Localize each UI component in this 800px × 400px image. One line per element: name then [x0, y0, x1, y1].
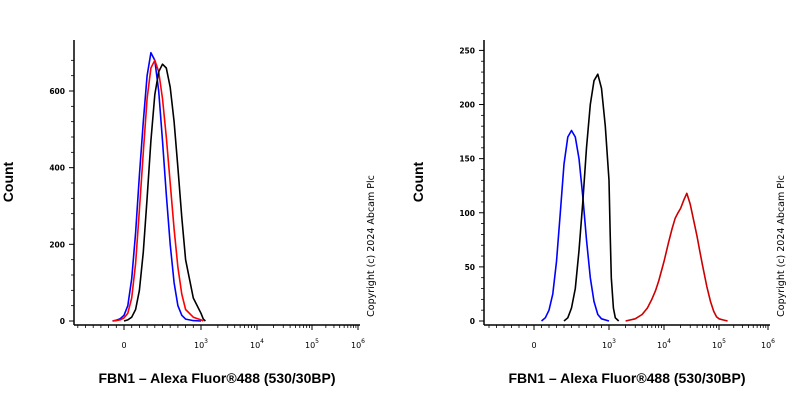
y-ticks-right: 0 50 100 150 200 250: [459, 46, 484, 326]
series-line-2: [625, 192, 728, 322]
y-tick-label: 50: [465, 263, 475, 272]
y-axis-title-left: Count: [0, 161, 16, 202]
x-tick-label: 105: [712, 338, 726, 350]
y-tick-label: 400: [49, 164, 65, 173]
chart-right: 0 50 100 150 200 250 0 103 104 105 106 Count FBN1…: [410, 40, 787, 386]
series-left: [112, 51, 206, 322]
y-tick-label: 200: [459, 101, 475, 110]
y-tick-label: 150: [459, 155, 475, 164]
copyright-left: Copyright (c) 2024 Abcam Plc: [366, 175, 377, 317]
x-axis-title-right: FBN1 – Alexa Fluor®488 (530/30BP): [508, 370, 745, 386]
y-tick-label: 200: [49, 240, 65, 249]
series-line-1: [563, 73, 620, 322]
y-ticks-left: 0 200 400 600: [49, 59, 74, 326]
x-tick-label: 105: [305, 338, 319, 350]
x-tick-label: 0: [121, 341, 126, 350]
series-line-2: [123, 63, 206, 322]
copyright-right: Copyright (c) 2024 Abcam Plc: [776, 175, 787, 317]
x-ticks-right: 0 103 104 105 106: [488, 325, 775, 350]
x-tick-label: 103: [194, 338, 208, 350]
series-line-1: [112, 59, 204, 322]
series-line-0: [112, 51, 202, 322]
x-tick-label: 103: [602, 338, 616, 350]
y-tick-label: 0: [470, 317, 475, 326]
y-tick-label: 250: [459, 46, 475, 55]
x-tick-label: 104: [657, 338, 671, 350]
x-tick-label: 106: [351, 338, 365, 350]
chart-left: 0 200 400 600 0 103 104 105 106 Count FBN1 – Al…: [0, 40, 377, 386]
x-axis-title-left: FBN1 – Alexa Fluor®488 (530/30BP): [98, 370, 335, 386]
x-ticks-left: 0 103 104 105 106: [77, 325, 365, 350]
y-axis-title-right: Count: [410, 161, 426, 202]
y-tick-label: 0: [60, 317, 65, 326]
y-tick-label: 600: [49, 87, 65, 96]
x-tick-label: 104: [250, 338, 264, 350]
series-right: [540, 73, 728, 322]
series-line-0: [540, 129, 610, 322]
x-tick-label: 106: [761, 338, 775, 350]
y-tick-label: 100: [459, 209, 475, 218]
x-tick-label: 0: [531, 341, 536, 350]
